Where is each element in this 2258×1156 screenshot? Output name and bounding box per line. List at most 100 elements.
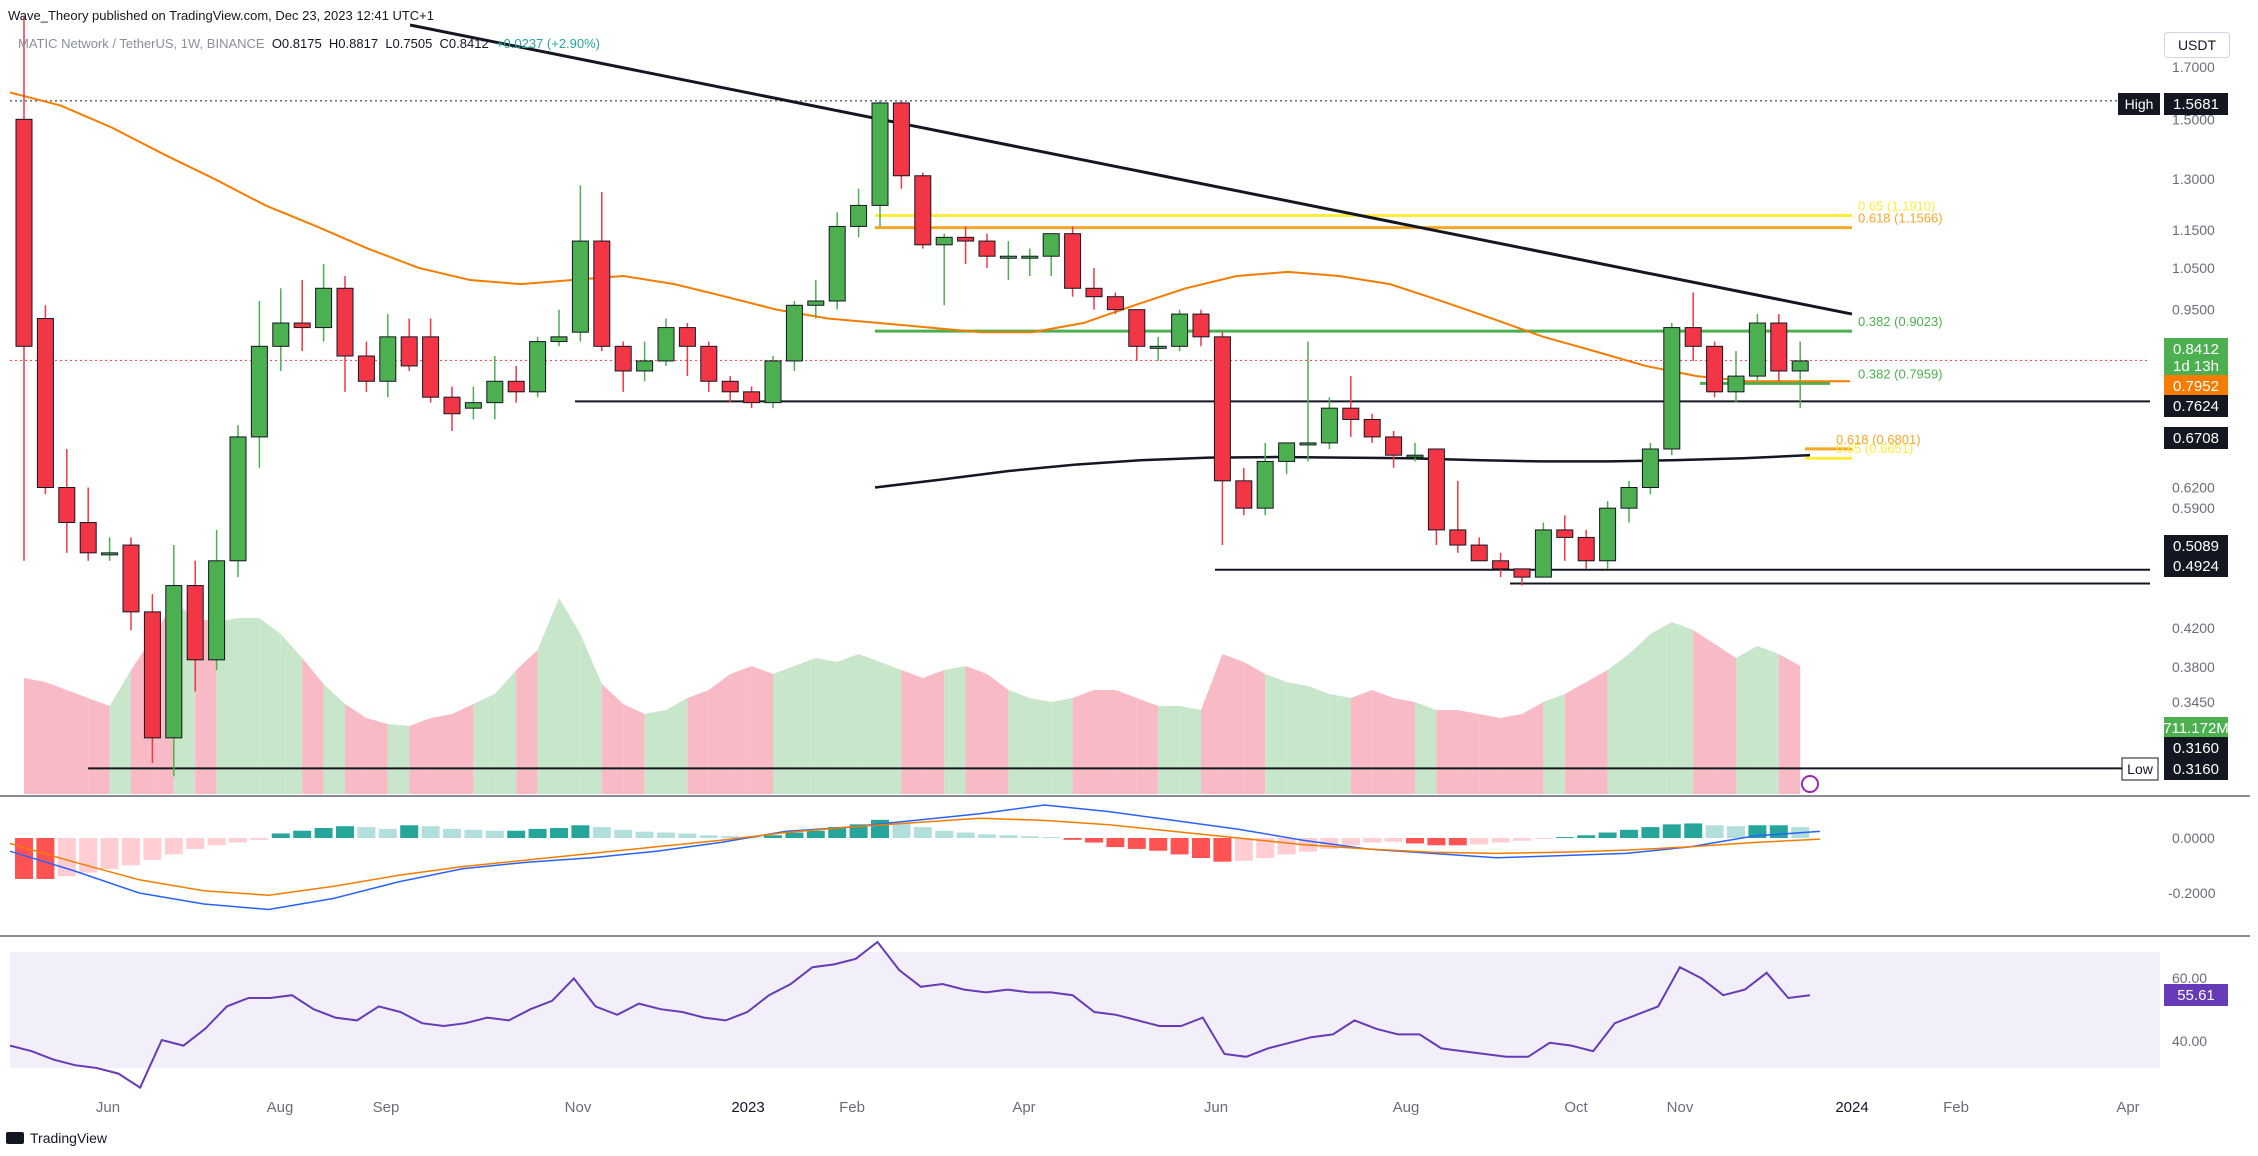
- price-axis-tick: 0.9500: [2172, 302, 2215, 318]
- candle-body: [1534, 529, 1552, 578]
- candle-body: [101, 552, 119, 556]
- macd-histogram-bar: [250, 838, 269, 840]
- candle-body: [1320, 407, 1338, 444]
- price-axis-tick: 1.1500: [2172, 222, 2215, 238]
- candle-body: [1791, 360, 1809, 372]
- volume-area-segment: [1457, 710, 1480, 794]
- volume-area-segment: [1415, 702, 1437, 794]
- low-value-bg: [2164, 758, 2228, 780]
- macd-histogram-bar: [892, 823, 911, 838]
- macd-histogram-bar: [1491, 838, 1510, 843]
- macd-histogram-bar: [764, 835, 782, 838]
- price-badge: 0.7952: [2173, 378, 2219, 395]
- macd-histogram-bar: [1598, 832, 1617, 838]
- macd-histogram-bar: [935, 830, 954, 838]
- macd-histogram-bar: [1662, 824, 1681, 838]
- price-badge-bg: [2164, 355, 2228, 377]
- candle-body: [914, 175, 932, 246]
- ema-50-line: [9, 91, 1850, 383]
- candle-body: [443, 396, 461, 415]
- symbol-name: MATIC Network / TetherUS, 1W, BINANCE: [18, 36, 265, 51]
- macd-histogram-bar: [1620, 829, 1638, 838]
- volume-area-segment: [302, 658, 324, 794]
- candle-body: [1299, 442, 1317, 446]
- macd-histogram-bar: [1192, 838, 1210, 859]
- candle-body: [850, 204, 868, 227]
- macd-histogram-bar: [1684, 823, 1703, 838]
- volume-area-segment: [965, 666, 987, 794]
- macd-histogram-bar: [1020, 836, 1039, 838]
- time-axis-label: Nov: [1667, 1099, 1694, 1116]
- macd-histogram-bar: [1063, 838, 1082, 840]
- volume-area-segment: [1778, 654, 1801, 794]
- candle-body: [272, 322, 290, 347]
- volume-area-segment: [815, 658, 838, 794]
- volume-area-segment: [1693, 630, 1715, 794]
- candle-body: [1085, 287, 1103, 298]
- candle-body: [1513, 568, 1531, 578]
- candle-body: [1128, 309, 1146, 347]
- fib-level-label: 0.65 (1.1910): [1858, 198, 1935, 213]
- volume-area-segment: [1008, 690, 1030, 794]
- candle-body: [1021, 255, 1039, 259]
- candle-body: [892, 102, 910, 177]
- macd-histogram-bar: [913, 827, 932, 838]
- ohlc-open: O0.8175: [271, 36, 322, 51]
- candle-body: [1577, 536, 1595, 562]
- candle-body: [1748, 322, 1766, 377]
- badge-label-bg: [2118, 93, 2160, 115]
- candle-body: [1706, 345, 1724, 393]
- badge-label-text: High: [2125, 96, 2154, 112]
- volume-area-segment: [794, 658, 816, 794]
- macd-histogram-bar: [528, 828, 547, 838]
- macd-histogram-bar: [956, 832, 975, 838]
- macd-histogram-bar: [443, 828, 461, 838]
- badge-ema200: 0.6708: [2173, 430, 2219, 447]
- volume-area-segment: [387, 724, 410, 794]
- badge-support: 0.3160: [2173, 740, 2219, 757]
- candle-body: [336, 287, 354, 357]
- candle-body: [1449, 529, 1467, 546]
- badge-support: 0.4924: [2173, 558, 2219, 575]
- currency-button[interactable]: USDT: [2164, 32, 2230, 58]
- volume-area-segment: [1629, 634, 1651, 794]
- macd-histogram-bar: [592, 827, 611, 838]
- volume-area-segment: [1736, 646, 1758, 794]
- descending-trendline: [409, 23, 1853, 316]
- volume-area-segment: [1329, 694, 1351, 794]
- time-axis-label: Oct: [1564, 1099, 1588, 1116]
- macd-histogram-bar: [1513, 838, 1531, 841]
- candle-body: [1192, 313, 1210, 338]
- candle-body: [1556, 529, 1574, 538]
- volume-area-segment: [195, 618, 217, 794]
- volume-area-segment: [644, 710, 666, 794]
- volume-area-segment: [1522, 702, 1544, 794]
- macd-histogram-bar: [1170, 838, 1189, 855]
- macd-histogram-bar: [485, 830, 504, 838]
- macd-histogram-bar: [1106, 838, 1125, 848]
- fib-level-label: 0.618 (0.6801): [1836, 432, 1921, 447]
- time-axis-label: Sep: [373, 1099, 400, 1116]
- macd-histogram-bar: [336, 826, 354, 838]
- badge-support: 0.7624: [2173, 398, 2219, 415]
- price-badge-bg: [2164, 338, 2228, 360]
- badge-ema200-bg: [2164, 427, 2228, 449]
- candle-body: [507, 380, 525, 393]
- candle-body: [15, 118, 33, 347]
- fib-level-label: 0.65 (0.6651): [1836, 441, 1913, 456]
- candle-body: [1256, 460, 1274, 509]
- rsi-axis-tick: 40.00: [2172, 1033, 2207, 1049]
- volume-area-segment: [1222, 654, 1244, 794]
- candle-body: [1235, 480, 1253, 509]
- candle-body: [1342, 407, 1360, 420]
- macd-histogram-bar: [699, 835, 718, 838]
- volume-area-segment: [494, 670, 517, 794]
- volume-area-segment: [666, 698, 688, 794]
- published-text: Wave_Theory published on TradingView.com…: [8, 8, 434, 23]
- volume-area-segment: [1372, 690, 1394, 794]
- macd-histogram-bar: [1727, 826, 1745, 838]
- tradingview-logo[interactable]: TradingView: [6, 1130, 107, 1146]
- volume-area-segment: [1586, 670, 1608, 794]
- candle-body: [1427, 448, 1445, 531]
